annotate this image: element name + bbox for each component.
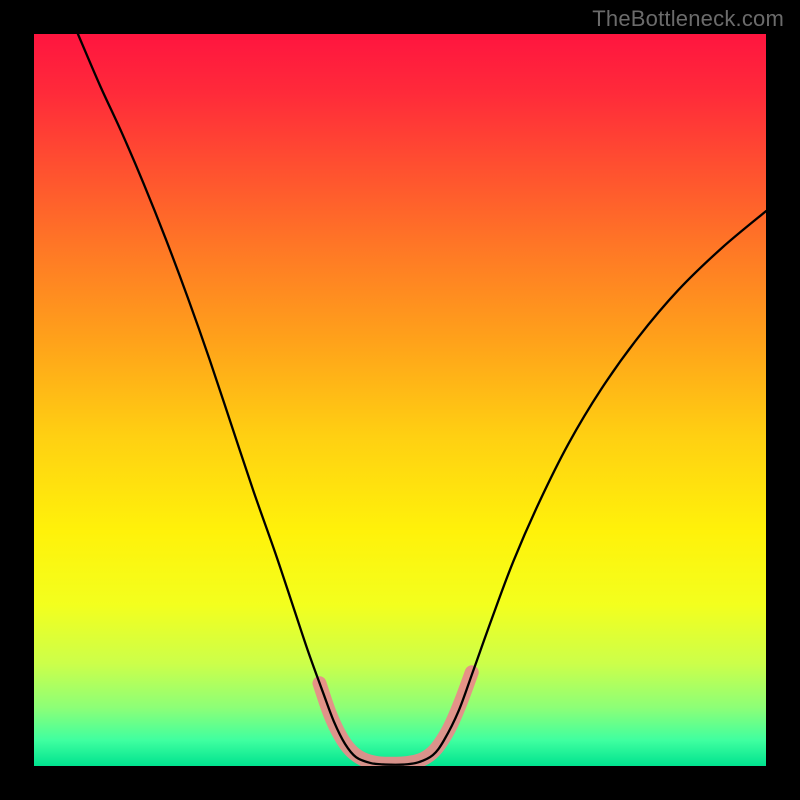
chart-svg [34,34,766,766]
watermark-text: TheBottleneck.com [592,6,784,32]
plot-area [34,34,766,766]
bottleneck-curve [78,34,766,765]
highlight-band [319,672,471,764]
